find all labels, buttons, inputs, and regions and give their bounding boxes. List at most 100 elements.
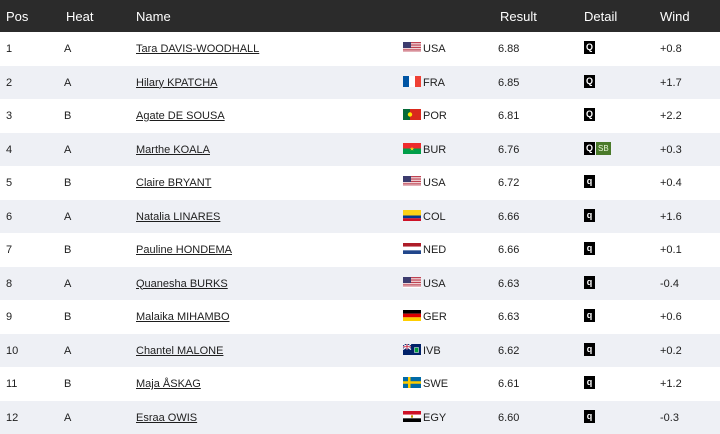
country-code: USA bbox=[423, 43, 446, 55]
detail-cell: q bbox=[584, 309, 595, 322]
table-row: 9 B Malaika MIHAMBO GER 6.63 q +0.6 bbox=[0, 300, 720, 334]
header-result: Result bbox=[500, 9, 537, 24]
heat-cell: A bbox=[64, 345, 71, 357]
burkina-faso-flag-icon bbox=[403, 143, 421, 154]
heat-cell: B bbox=[64, 110, 71, 122]
netherlands-flag-icon bbox=[403, 243, 421, 254]
athlete-name-link[interactable]: Tara DAVIS-WOODHALL bbox=[136, 43, 259, 55]
country-code: USA bbox=[423, 177, 446, 189]
wind-cell: +1.7 bbox=[660, 77, 682, 89]
header-name: Name bbox=[136, 9, 171, 24]
detail-cell: q bbox=[584, 175, 595, 188]
wind-cell: -0.4 bbox=[660, 278, 679, 290]
heat-cell: A bbox=[64, 43, 71, 55]
country-code: SWE bbox=[423, 378, 448, 390]
country-code: EGY bbox=[423, 412, 446, 424]
athlete-name-link[interactable]: Marthe KOALA bbox=[136, 144, 210, 156]
detail-cell: Q bbox=[584, 41, 595, 54]
wind-cell: -0.3 bbox=[660, 412, 679, 424]
pos-cell: 12 bbox=[6, 412, 18, 424]
qualification-badge: q bbox=[584, 376, 595, 389]
wind-cell: +0.4 bbox=[660, 177, 682, 189]
germany-flag-icon bbox=[403, 310, 421, 321]
wind-cell: +0.2 bbox=[660, 345, 682, 357]
result-cell: 6.76 bbox=[498, 144, 519, 156]
usa-flag-icon bbox=[403, 176, 421, 187]
result-cell: 6.63 bbox=[498, 311, 519, 323]
athlete-name-link[interactable]: Quanesha BURKS bbox=[136, 278, 228, 290]
british-virgin-islands-flag-icon bbox=[403, 344, 421, 355]
detail-cell: q bbox=[584, 376, 595, 389]
result-cell: 6.85 bbox=[498, 77, 519, 89]
detail-cell: q bbox=[584, 343, 595, 356]
athlete-name-link[interactable]: Malaika MIHAMBO bbox=[136, 311, 230, 323]
pos-cell: 9 bbox=[6, 311, 12, 323]
sweden-flag-icon bbox=[403, 377, 421, 388]
table-row: 3 B Agate DE SOUSA POR 6.81 Q +2.2 bbox=[0, 99, 720, 133]
qualification-badge: q bbox=[584, 410, 595, 423]
usa-flag-icon bbox=[403, 42, 421, 53]
country-code: GER bbox=[423, 311, 447, 323]
result-cell: 6.81 bbox=[498, 110, 519, 122]
country-code: USA bbox=[423, 278, 446, 290]
athlete-name-link[interactable]: Pauline HONDEMA bbox=[136, 244, 232, 256]
country-code: FRA bbox=[423, 77, 445, 89]
colombia-flag-icon bbox=[403, 210, 421, 221]
athlete-name-link[interactable]: Hilary KPATCHA bbox=[136, 77, 218, 89]
athlete-name-link[interactable]: Esraa OWIS bbox=[136, 412, 197, 424]
detail-cell: q bbox=[584, 209, 595, 222]
qualification-badge: q bbox=[584, 209, 595, 222]
pos-cell: 11 bbox=[6, 378, 17, 390]
header-detail: Detail bbox=[584, 9, 617, 24]
detail-cell: Q bbox=[584, 108, 595, 121]
pos-cell: 7 bbox=[6, 244, 12, 256]
pos-cell: 10 bbox=[6, 345, 18, 357]
heat-cell: A bbox=[64, 77, 71, 89]
wind-cell: +1.2 bbox=[660, 378, 682, 390]
season-best-badge: SB bbox=[596, 142, 611, 155]
country-code: NED bbox=[423, 244, 446, 256]
heat-cell: A bbox=[64, 144, 71, 156]
wind-cell: +0.3 bbox=[660, 144, 682, 156]
result-cell: 6.88 bbox=[498, 43, 519, 55]
result-cell: 6.60 bbox=[498, 412, 519, 424]
result-cell: 6.62 bbox=[498, 345, 519, 357]
pos-cell: 8 bbox=[6, 278, 12, 290]
qualification-badge: Q bbox=[584, 108, 595, 121]
result-cell: 6.66 bbox=[498, 211, 519, 223]
wind-cell: +1.6 bbox=[660, 211, 682, 223]
wind-cell: +2.2 bbox=[660, 110, 682, 122]
detail-cell: q bbox=[584, 242, 595, 255]
france-flag-icon bbox=[403, 76, 421, 87]
table-header: Pos Heat Name Result Detail Wind bbox=[0, 0, 720, 32]
athlete-name-link[interactable]: Maja ÅSKAG bbox=[136, 378, 201, 390]
athlete-name-link[interactable]: Chantel MALONE bbox=[136, 345, 223, 357]
country-code: BUR bbox=[423, 144, 446, 156]
heat-cell: B bbox=[64, 311, 71, 323]
country-code: POR bbox=[423, 110, 447, 122]
pos-cell: 6 bbox=[6, 211, 12, 223]
athlete-name-link[interactable]: Claire BRYANT bbox=[136, 177, 211, 189]
wind-cell: +0.6 bbox=[660, 311, 682, 323]
athlete-name-link[interactable]: Natalia LINARES bbox=[136, 211, 220, 223]
pos-cell: 5 bbox=[6, 177, 12, 189]
pos-cell: 3 bbox=[6, 110, 12, 122]
detail-cell: Q bbox=[584, 75, 595, 88]
qualification-badge: q bbox=[584, 343, 595, 356]
heat-cell: A bbox=[64, 412, 71, 424]
athlete-name-link[interactable]: Agate DE SOUSA bbox=[136, 110, 225, 122]
detail-cell: q bbox=[584, 276, 595, 289]
pos-cell: 4 bbox=[6, 144, 12, 156]
heat-cell: A bbox=[64, 211, 71, 223]
egypt-flag-icon bbox=[403, 411, 421, 422]
pos-cell: 2 bbox=[6, 77, 12, 89]
heat-cell: B bbox=[64, 378, 71, 390]
usa-flag-icon bbox=[403, 277, 421, 288]
